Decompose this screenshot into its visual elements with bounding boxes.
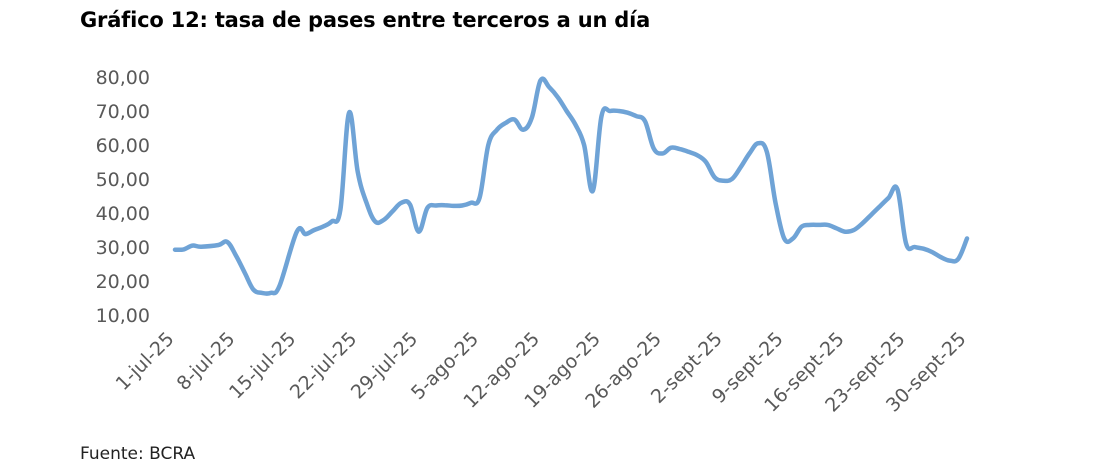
chart-title: Gráfico 12: tasa de pases entre terceros… bbox=[80, 8, 651, 32]
y-tick-label: 30,00 bbox=[96, 237, 150, 259]
y-tick-label: 20,00 bbox=[96, 271, 150, 293]
y-axis-ticks: 10,00 20,00 30,00 40,00 50,00 60,00 70,00 80,00 bbox=[96, 67, 150, 327]
source-note: Fuente: BCRA bbox=[80, 444, 196, 464]
y-tick-label: 80,00 bbox=[96, 67, 150, 89]
y-tick-label: 50,00 bbox=[96, 169, 150, 191]
y-tick-label: 60,00 bbox=[96, 135, 150, 157]
y-tick-label: 10,00 bbox=[96, 305, 150, 327]
y-tick-label: 70,00 bbox=[96, 101, 150, 123]
x-tick-label: 1-jul-25 bbox=[112, 328, 179, 395]
y-tick-label: 40,00 bbox=[96, 203, 150, 225]
x-axis-ticks: 1-jul-258-jul-2515-jul-2522-jul-2529-jul… bbox=[112, 328, 971, 417]
series-line bbox=[172, 76, 970, 296]
